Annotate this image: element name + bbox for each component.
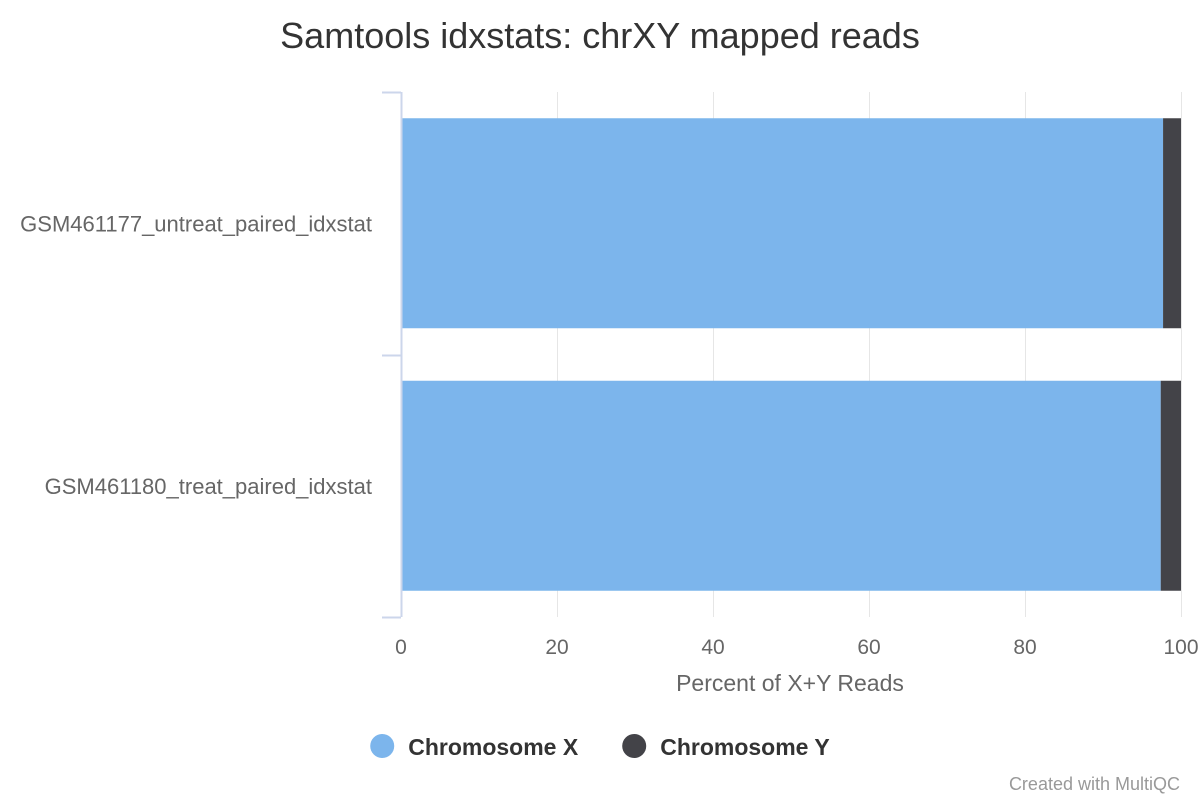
credit-text[interactable]: Created with MultiQC xyxy=(1009,774,1180,794)
legend-label: Chromosome X xyxy=(408,734,579,760)
bars-layer xyxy=(401,118,1181,591)
x-tick-label: 0 xyxy=(395,636,407,659)
legend-label: Chromosome Y xyxy=(660,734,830,760)
category-label: GSM461180_treat_paired_idxstat xyxy=(45,474,372,499)
legend-item-chromosome-y[interactable]: Chromosome Y xyxy=(622,734,830,760)
chart-title: Samtools idxstats: chrXY mapped reads xyxy=(280,15,920,56)
legend: Chromosome X Chromosome Y xyxy=(370,734,830,760)
labels-layer: 0 20 40 60 80 100 GSM461177_untreat_paired_idx… xyxy=(20,211,1198,659)
x-tick-label: 60 xyxy=(857,636,880,659)
x-tick-label: 100 xyxy=(1163,636,1198,659)
legend-item-chromosome-x[interactable]: Chromosome X xyxy=(370,734,579,760)
bar-chromosome-x-1[interactable] xyxy=(401,380,1161,591)
bar-chromosome-y-1[interactable] xyxy=(1160,380,1181,591)
axis-layer xyxy=(382,91,403,619)
legend-marker xyxy=(622,734,647,758)
category-label: GSM461177_untreat_paired_idxstat xyxy=(20,211,372,236)
legend-marker xyxy=(370,734,395,758)
x-tick-label: 20 xyxy=(545,636,568,659)
bar-chromosome-x-0[interactable] xyxy=(401,118,1164,329)
x-tick-label: 80 xyxy=(1013,636,1036,659)
bar-chromosome-y-0[interactable] xyxy=(1163,118,1181,329)
x-tick-label: 40 xyxy=(701,636,724,659)
x-axis-title: Percent of X+Y Reads xyxy=(676,670,904,696)
